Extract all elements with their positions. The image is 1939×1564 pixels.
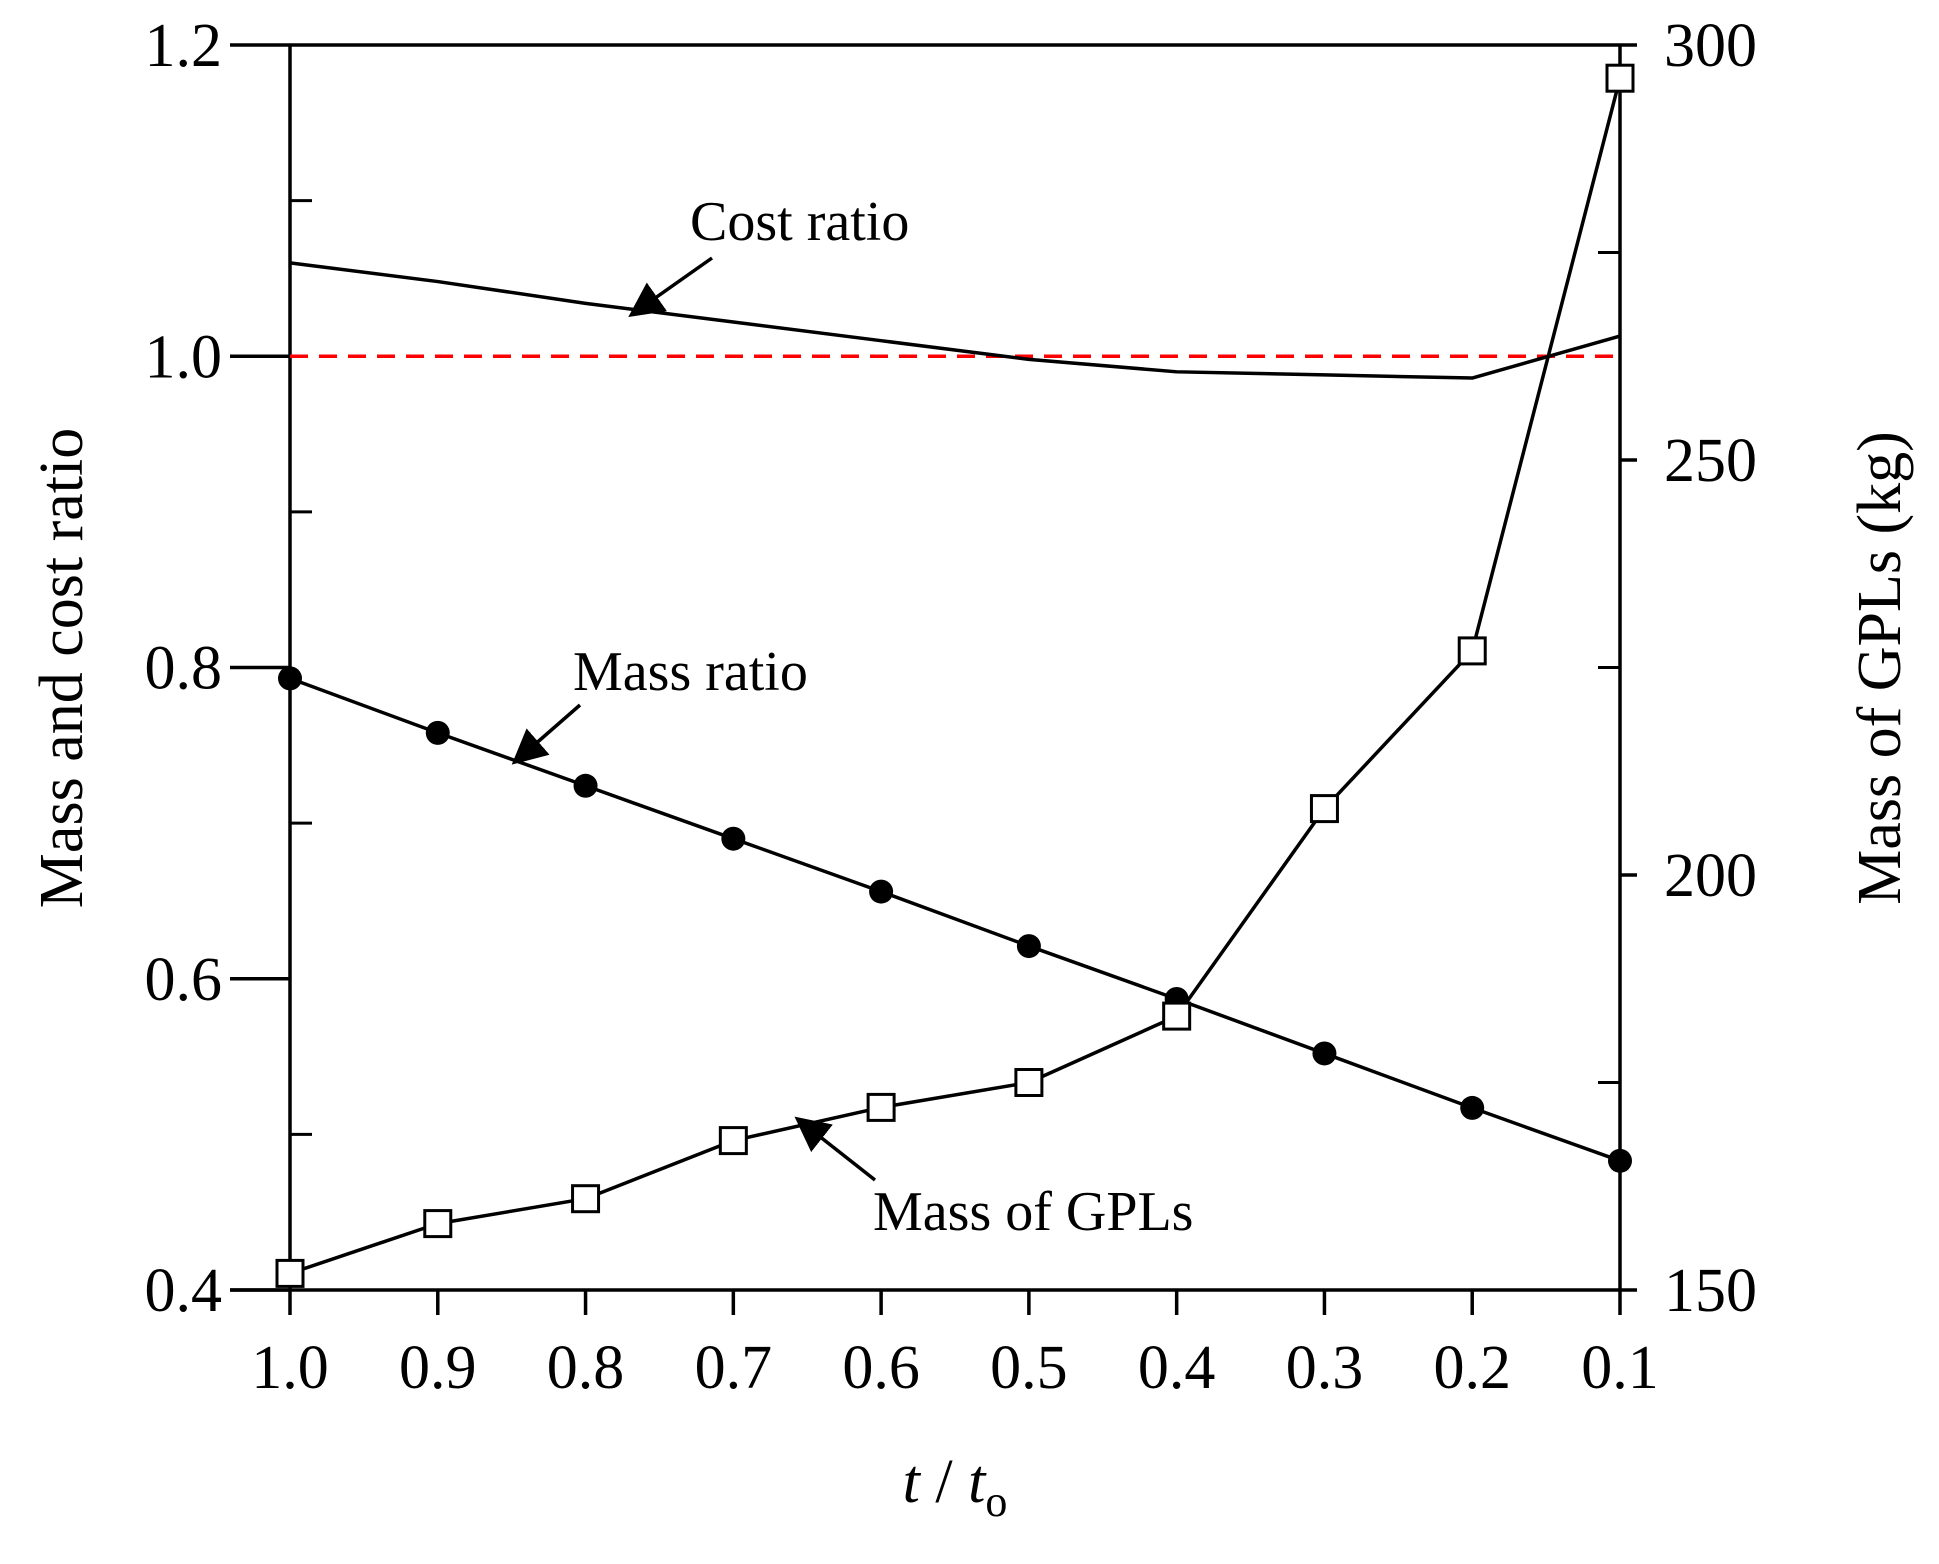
point-mass-ratio: [869, 879, 894, 904]
point-mass-of-gpls: [1309, 794, 1339, 824]
right-tick-label: 300: [1664, 12, 1757, 80]
left-y-axis: 0.4 0.6 0.8 1.0 1.2: [145, 12, 312, 1325]
x-axis: 1.0 0.9 0.8 0.7 0.6 0.5 0.4 0.3 0.2 0.1: [251, 1290, 1659, 1402]
point-mass-ratio: [721, 826, 746, 851]
arrow-cost-ratio: [628, 256, 714, 318]
point-mass-of-gpls: [718, 1126, 748, 1156]
right-axis-title: Mass of GPLs (kg): [1846, 431, 1914, 905]
point-mass-ratio: [425, 720, 450, 745]
x-tick-label: 0.8: [547, 1334, 625, 1402]
x-tick-label: 0.7: [695, 1334, 773, 1402]
annotation-cost-ratio: Cost ratio: [690, 191, 909, 253]
arrow-mass-ratio: [511, 703, 582, 765]
x-tick-label: 0.4: [1138, 1334, 1216, 1402]
point-mass-of-gpls: [275, 1258, 305, 1288]
right-tick-label: 200: [1664, 842, 1757, 910]
x-axis-title: t / to: [903, 1448, 1008, 1526]
right-tick-label: 150: [1664, 1257, 1757, 1325]
point-mass-ratio: [573, 773, 598, 798]
left-tick-label: 1.0: [145, 323, 223, 391]
x-tick-label: 0.9: [399, 1334, 477, 1402]
point-mass-of-gpls: [1014, 1068, 1044, 1097]
series-line-mass-of-gpls: [289, 77, 1622, 1276]
annotation-mass-gpls: Mass of GPLs: [873, 1181, 1193, 1243]
x-tick-label: 0.5: [990, 1334, 1068, 1402]
point-mass-ratio: [1016, 934, 1041, 959]
point-mass-ratio: [1608, 1148, 1632, 1173]
left-tick-label: 0.4: [145, 1257, 223, 1325]
annotation-mass-ratio: Mass ratio: [573, 641, 808, 703]
left-tick-label: 0.6: [145, 946, 223, 1014]
left-tick-label: 1.2: [145, 12, 223, 80]
point-mass-ratio: [1312, 1041, 1337, 1066]
point-mass-of-gpls: [571, 1184, 601, 1214]
series-line-cost-ratio: [289, 261, 1621, 380]
series-line-mass-ratio: [289, 676, 1621, 1163]
right-y-axis: 150 200 250 300: [1598, 12, 1757, 1325]
x-tick-label: 0.2: [1433, 1334, 1511, 1402]
point-mass-of-gpls: [1457, 636, 1487, 666]
point-mass-ratio: [1460, 1095, 1485, 1120]
point-mass-of-gpls: [1162, 1001, 1192, 1031]
x-tick-label: 0.6: [842, 1334, 920, 1402]
left-axis-title: Mass and cost ratio: [28, 428, 96, 908]
x-tick-label: 0.3: [1286, 1334, 1364, 1402]
left-tick-label: 0.8: [145, 635, 223, 703]
right-tick-label: 250: [1664, 427, 1757, 495]
point-mass-of-gpls: [1605, 63, 1635, 93]
series-layer: [275, 63, 1635, 1288]
point-mass-ratio: [278, 666, 302, 691]
point-mass-of-gpls: [866, 1092, 896, 1122]
x-tick-label: 0.1: [1581, 1334, 1659, 1402]
arrow-mass-gpls: [794, 1116, 877, 1182]
x-tick-label: 1.0: [251, 1334, 329, 1402]
point-mass-of-gpls: [423, 1209, 453, 1239]
